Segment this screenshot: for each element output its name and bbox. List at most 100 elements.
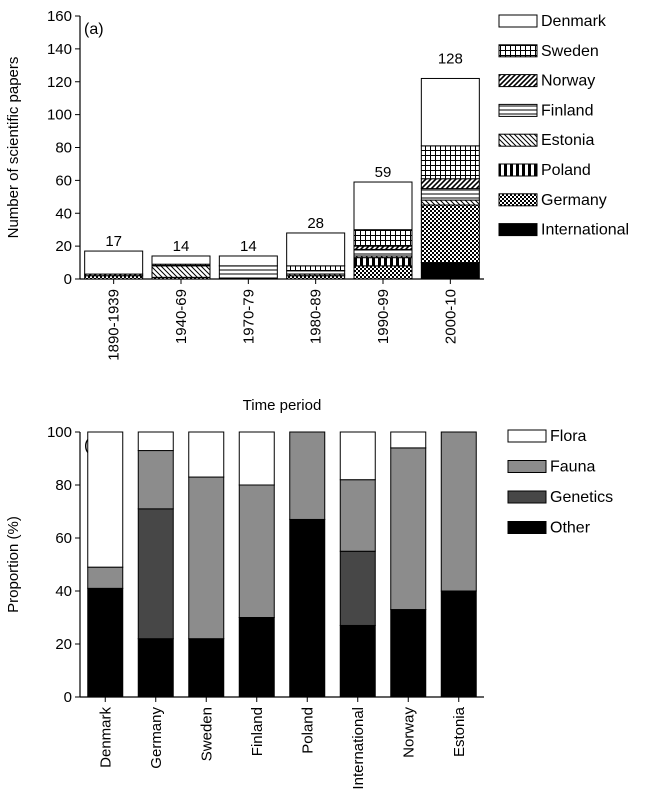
chart-1-legend-swatch-international [498, 223, 538, 237]
chart-2-bar-poland-other [289, 518, 326, 698]
chart-1-legend-swatch-norway [498, 74, 538, 88]
chart-1-x-tick-label: 1970-79 [240, 289, 257, 344]
chart-2-bar-denmark-other [87, 587, 124, 698]
chart-2-legend-label-other: Other [550, 520, 591, 537]
chart-1-legend-label-germany: Germany [541, 192, 607, 209]
chart-1-bar-1990-99-denmark [353, 181, 413, 231]
chart-2-legend-label-fauna: Fauna [550, 459, 595, 476]
chart-2-x-tick-label: Norway [400, 707, 417, 758]
chart-1-total-label: 14 [173, 238, 190, 255]
chart-1-legend-label-poland: Poland [541, 162, 591, 179]
chart-2-bar-denmark-flora [87, 431, 124, 568]
chart-2-bar-norway-fauna [390, 447, 427, 611]
chart-1-panel-label: (a) [84, 21, 104, 38]
chart-1-bar-2000-10-estonia [420, 199, 480, 206]
chart-2-y-tick-label: 80 [55, 477, 72, 494]
chart-1-x-axis-label: Time period [243, 397, 322, 414]
chart-1-legend-label-sweden: Sweden [541, 43, 599, 60]
chart-1-bar-2000-10-norway [420, 178, 480, 190]
chart-2-bar-international-fauna [339, 479, 376, 552]
chart-1-bar-2000-10-finland [420, 188, 480, 201]
chart-2-bar-estonia-fauna [440, 431, 477, 592]
chart-1-legend-swatch-sweden [498, 44, 538, 58]
chart-1-bar-1990-99-finland [353, 248, 413, 257]
chart-2-bar-poland-fauna [289, 431, 326, 520]
chart-1-legend-label-international: International [541, 222, 629, 239]
chart-2-y-tick-label: 40 [55, 583, 72, 600]
chart-2-x-tick-label: Poland [299, 707, 316, 754]
chart-2-x-tick-label: Estonia [451, 706, 468, 757]
chart-1-y-axis-label: Number of scientific papers [5, 57, 22, 239]
chart-2-bar-finland-fauna [238, 484, 275, 618]
chart-1-y-tick-label: 140 [47, 41, 72, 58]
chart-2-bar-germany-genetics [137, 508, 174, 640]
chart-1-y-tick-label: 60 [55, 172, 72, 189]
chart-1-bar-1980-89-sweden [286, 265, 346, 272]
chart-1-bar-2000-10-sweden [420, 145, 480, 180]
chart-2-x-tick-label: Denmark [97, 707, 114, 768]
chart-2-legend-swatch-fauna [507, 460, 547, 473]
chart-2-legend-label-flora: Flora [550, 428, 587, 445]
chart-2-bar-international-genetics [339, 550, 376, 626]
chart-2-bar-estonia-other [440, 590, 477, 698]
chart-2-bar-germany-other [137, 638, 174, 698]
chart-2-y-tick-label: 20 [55, 636, 72, 653]
chart-1-y-tick-label: 120 [47, 74, 72, 91]
chart-2-bar-sweden-flora [188, 431, 225, 478]
chart-1-bar-2000-10-germany [420, 204, 480, 264]
chart-2-legend-swatch-flora [507, 429, 547, 443]
chart-1-x-tick-label: 1990-99 [375, 289, 392, 344]
chart-2-bar-international-other [339, 624, 376, 698]
chart-1-total-label: 59 [375, 164, 392, 181]
chart-2-bar-sweden-other [188, 638, 225, 698]
chart-1-y-tick-label: 0 [64, 271, 72, 288]
chart-1-bar-1940-69-estonia [151, 265, 211, 278]
chart-2-y-tick-label: 60 [55, 530, 72, 547]
chart-1-x-tick-label: 1940-69 [173, 289, 190, 344]
chart-1-legend-label-estonia: Estonia [541, 132, 594, 149]
chart-1-legend-swatch-poland [498, 163, 538, 177]
chart-1-bar-1980-89-denmark [286, 232, 346, 267]
chart-2-x-tick-label: Finland [249, 707, 266, 756]
chart-2-bar-international-flora [339, 431, 376, 481]
chart-1-bar-1890-1939-denmark [84, 250, 144, 275]
chart-2-x-tick-label: Sweden [198, 707, 215, 761]
chart-1-bar-1970-79-denmark [218, 255, 278, 267]
chart-2-y-tick-label: 100 [47, 424, 72, 441]
chart-1-bar-1990-99-germany [353, 265, 413, 280]
chart-2-x-tick-label: Germany [148, 707, 165, 769]
chart-1-legend-swatch-finland [498, 103, 538, 117]
chart-1-legend-swatch-estonia [498, 133, 538, 147]
chart-1-y-tick-label: 20 [55, 238, 72, 255]
chart-1-bar-1970-79-finland [218, 265, 278, 280]
chart-2-bar-denmark-fauna [87, 566, 124, 589]
chart-1-total-label: 28 [307, 215, 324, 232]
chart-1-legend-swatch-germany [498, 193, 538, 207]
chart-2-legend-swatch-other [507, 521, 547, 534]
chart-2-legend-label-genetics: Genetics [550, 489, 613, 506]
chart-1-x-tick-label: 1980-89 [308, 289, 325, 344]
chart-1-legend-label-finland: Finland [541, 102, 593, 119]
chart-panel-a: 0 20 40 60 80 100 120 140 160 Number of scientifi… [5, 8, 629, 414]
chart-1-x-tick-label: 1890-1939 [106, 289, 123, 361]
chart-1-total-label: 17 [105, 233, 122, 250]
chart-1-bar-1990-99-sweden [353, 229, 413, 247]
chart-1-bar-1940-69-denmark [151, 255, 211, 265]
chart-1-total-label: 14 [240, 238, 257, 255]
chart-2-bar-germany-fauna [137, 450, 174, 510]
chart-2-x-tick-label: International [350, 707, 367, 790]
chart-1-legend-label-denmark: Denmark [541, 13, 607, 30]
chart-1-bar-2000-10-international [420, 262, 480, 280]
chart-2-bar-norway-other [390, 609, 427, 698]
chart-1-y-tick-label: 40 [55, 205, 72, 222]
chart-2-y-axis-label: Proportion (%) [5, 516, 22, 613]
chart-1-y-tick-label: 160 [47, 8, 72, 25]
chart-1-x-tick-label: 2000-10 [442, 289, 459, 344]
chart-2-bar-norway-flora [390, 431, 427, 449]
chart-2-y-tick-label: 0 [64, 689, 72, 706]
chart-2-bar-germany-flora [137, 431, 174, 452]
chart-1-legend-swatch-denmark [498, 14, 538, 28]
chart-2-bar-finland-flora [238, 431, 275, 486]
